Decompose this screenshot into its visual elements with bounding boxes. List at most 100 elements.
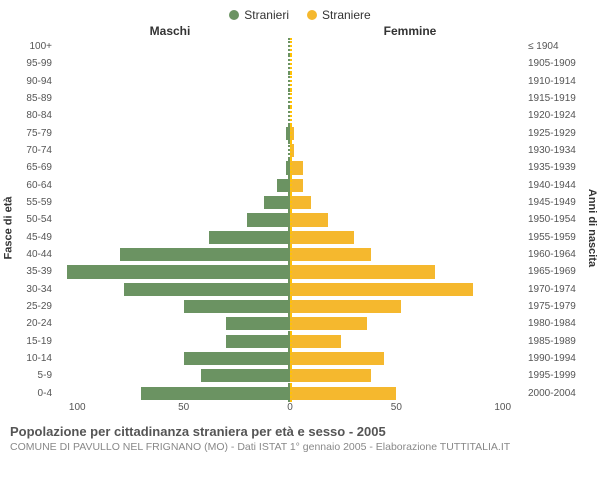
birth-year-label: 1970-1974	[524, 284, 584, 295]
age-label: 10-14	[16, 353, 56, 364]
legend-label-female: Straniere	[322, 8, 371, 22]
age-label: 15-19	[16, 336, 56, 347]
pyramid-row: 65-691935-1939	[16, 159, 584, 176]
pyramid-row: 35-39 1965-1969	[16, 263, 584, 280]
bar-pair	[56, 298, 524, 315]
pyramid-row: 75-79 1925-1929	[16, 125, 584, 142]
bar-pair	[56, 73, 524, 90]
pyramid-row: 70-74 1930-1934	[16, 142, 584, 159]
birth-year-label: 1920-1924	[524, 110, 584, 121]
bar-female	[290, 335, 341, 348]
birth-year-label: 1950-1954	[524, 214, 584, 225]
x-tick: 100	[494, 402, 511, 413]
bar-male	[247, 213, 290, 226]
y-axis-label-left: Fasce di età	[0, 38, 16, 418]
legend-item-female: Straniere	[307, 8, 371, 22]
pyramid-row: 100+≤ 1904	[16, 38, 584, 55]
pyramid-row: 10-14 1990-1994	[16, 350, 584, 367]
birth-year-label: 1930-1934	[524, 145, 584, 156]
birth-year-label: 1985-1989	[524, 336, 584, 347]
header-female: Femmine	[290, 24, 530, 38]
bar-male	[124, 283, 290, 296]
birth-year-label: 1955-1959	[524, 232, 584, 243]
x-tick: 100	[69, 402, 86, 413]
age-label: 50-54	[16, 214, 56, 225]
bar-pair	[56, 177, 524, 194]
pyramid-row: 95-991905-1909	[16, 55, 584, 72]
legend-swatch-female	[307, 10, 317, 20]
birth-year-label: 1910-1914	[524, 76, 584, 87]
birth-year-label: 1935-1939	[524, 162, 584, 173]
bar-female	[290, 213, 328, 226]
bar-male	[67, 265, 290, 278]
bar-pair	[56, 38, 524, 55]
pyramid-row: 85-89 1915-1919	[16, 90, 584, 107]
legend-label-male: Stranieri	[244, 8, 289, 22]
pyramid-row: 80-84 1920-1924	[16, 107, 584, 124]
age-label: 85-89	[16, 93, 56, 104]
bar-male	[264, 196, 290, 209]
birth-year-label: 1960-1964	[524, 249, 584, 260]
birth-year-label: 1995-1999	[524, 370, 584, 381]
birth-year-label: 1925-1929	[524, 128, 584, 139]
birth-year-label: 1915-1919	[524, 93, 584, 104]
birth-year-label: 1940-1944	[524, 180, 584, 191]
column-headers: Maschi Femmine	[0, 24, 600, 38]
birth-year-label: 1990-1994	[524, 353, 584, 364]
birth-year-label: 1945-1949	[524, 197, 584, 208]
pyramid-row: 5-9 1995-1999	[16, 367, 584, 384]
bar-pair	[56, 263, 524, 280]
age-label: 35-39	[16, 266, 56, 277]
bar-female	[290, 265, 435, 278]
bar-pair	[56, 194, 524, 211]
age-label: 0-4	[16, 388, 56, 399]
bar-pair	[56, 211, 524, 228]
y-axis-label-right: Anni di nascita	[584, 38, 600, 418]
legend-swatch-male	[229, 10, 239, 20]
x-tick: 50	[391, 402, 402, 413]
bar-male	[226, 335, 290, 348]
age-label: 55-59	[16, 197, 56, 208]
pyramid-row: 20-241980-1984	[16, 315, 584, 332]
bar-pair	[56, 385, 524, 402]
x-axis: 10050050100	[16, 402, 584, 418]
bar-male	[141, 387, 290, 400]
age-label: 90-94	[16, 76, 56, 87]
bar-male	[184, 300, 290, 313]
chart-title: Popolazione per cittadinanza straniera p…	[10, 424, 590, 439]
pyramid-row: 90-94 1910-1914	[16, 73, 584, 90]
bar-female	[290, 352, 384, 365]
age-label: 5-9	[16, 370, 56, 381]
age-label: 30-34	[16, 284, 56, 295]
age-label: 25-29	[16, 301, 56, 312]
birth-year-label: 1965-1969	[524, 266, 584, 277]
pyramid-row: 15-19 1985-1989	[16, 333, 584, 350]
bar-pair	[56, 367, 524, 384]
bar-pair	[56, 55, 524, 72]
bar-female	[290, 248, 371, 261]
bar-pair	[56, 229, 524, 246]
birth-year-label: 2000-2004	[524, 388, 584, 399]
bar-male	[201, 369, 290, 382]
legend-item-male: Stranieri	[229, 8, 289, 22]
bar-female	[290, 283, 473, 296]
bar-male	[184, 352, 290, 365]
age-label: 100+	[16, 41, 56, 52]
bar-pair	[56, 107, 524, 124]
bar-pair	[56, 246, 524, 263]
age-label: 70-74	[16, 145, 56, 156]
x-tick: 50	[178, 402, 189, 413]
pyramid-row: 50-54 1950-1954	[16, 211, 584, 228]
bar-pair	[56, 281, 524, 298]
age-label: 80-84	[16, 110, 56, 121]
age-label: 45-49	[16, 232, 56, 243]
age-label: 60-64	[16, 180, 56, 191]
bar-pair	[56, 125, 524, 142]
bar-pair	[56, 142, 524, 159]
age-label: 40-44	[16, 249, 56, 260]
bar-male	[209, 231, 290, 244]
pyramid-row: 40-44 1960-1964	[16, 246, 584, 263]
age-label: 75-79	[16, 128, 56, 139]
bar-male	[226, 317, 290, 330]
bar-female	[290, 196, 311, 209]
